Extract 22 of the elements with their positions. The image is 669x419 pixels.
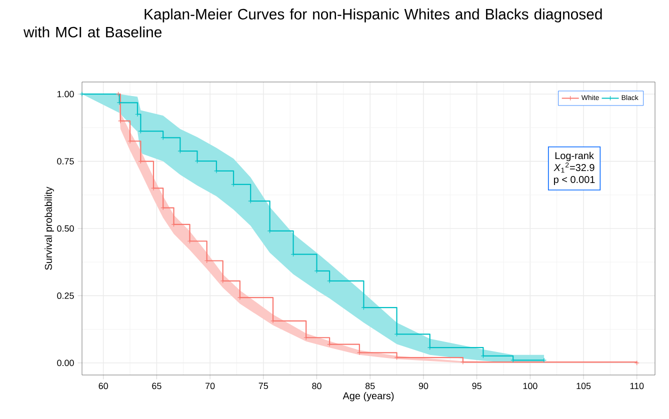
x-tick-label: 65 bbox=[152, 382, 162, 390]
annotation: p < 0.001 bbox=[554, 176, 595, 186]
annotation: X$_{1}$$^{2}$=32.9 bbox=[554, 162, 594, 173]
y-tick-label: 1.00 bbox=[57, 90, 74, 98]
y-tick-label: 0.25 bbox=[57, 292, 74, 299]
x-tick-label: 110 bbox=[630, 382, 644, 390]
x-tick-label: 100 bbox=[523, 382, 538, 390]
y-tick-label: 0.50 bbox=[57, 225, 74, 232]
y-tick-label: 0.00 bbox=[57, 360, 74, 366]
x-axis-title: Age (years) bbox=[342, 392, 394, 402]
x-tick-label: 70 bbox=[206, 382, 215, 390]
y-tick-label: 0.75 bbox=[57, 158, 74, 164]
x-tick-label: 90 bbox=[418, 382, 428, 390]
annotation: Log-rank bbox=[555, 152, 594, 162]
chart-title: Kaplan-Meier Curves for non-Hispanic Whites and Blacks diagnosed with MCI at Baseline bbox=[24, 8, 602, 38]
x-tick-label: 85 bbox=[366, 382, 375, 390]
x-tick-label: 75 bbox=[258, 382, 268, 390]
x-tick-label: 60 bbox=[98, 382, 108, 390]
x-tick-label: 105 bbox=[576, 382, 591, 390]
y-axis-title: Survival probability bbox=[44, 186, 54, 270]
x-tick-label: 80 bbox=[312, 382, 322, 390]
x-tick-label: 95 bbox=[472, 382, 482, 390]
